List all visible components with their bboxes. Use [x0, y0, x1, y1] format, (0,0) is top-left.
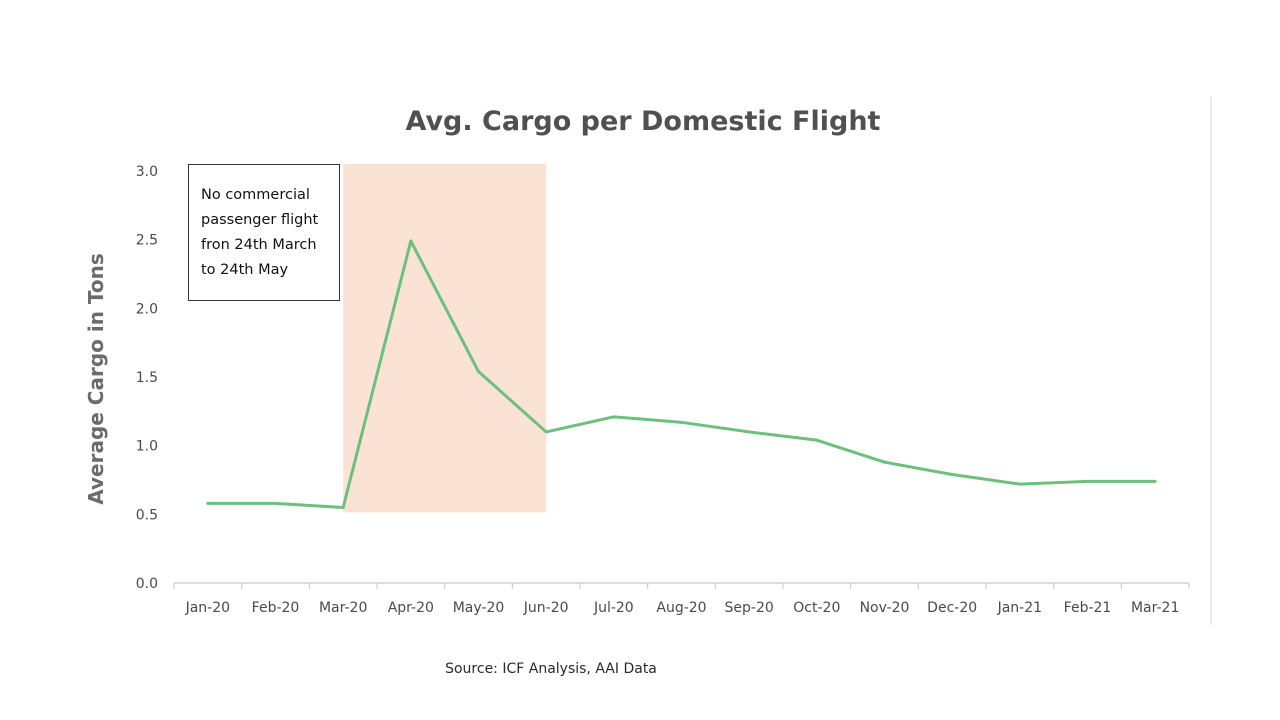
chart-title: Avg. Cargo per Domestic Flight — [406, 106, 881, 137]
data-point — [815, 438, 819, 442]
data-point — [883, 460, 886, 464]
data-point — [747, 430, 751, 434]
x-tick-label: Aug-20 — [656, 600, 706, 616]
y-axis-label: Average Cargo in Tons — [84, 253, 108, 505]
x-tick-label: Mar-20 — [319, 600, 367, 616]
data-point — [680, 420, 683, 424]
x-tick-label: Apr-20 — [388, 600, 434, 616]
y-tick-label: 3.0 — [136, 164, 158, 180]
data-point — [1018, 482, 1022, 486]
data-point — [409, 239, 413, 243]
data-point — [274, 501, 277, 505]
data-point — [1086, 479, 1089, 483]
y-tick-label: 2.0 — [136, 301, 158, 317]
data-point — [544, 430, 548, 434]
data-point — [477, 370, 480, 374]
x-tick-label: Sep-20 — [725, 600, 774, 616]
y-tick-label: 0.5 — [136, 507, 158, 523]
x-tick-label: Feb-21 — [1064, 600, 1112, 616]
lockdown-highlight-region — [343, 164, 547, 513]
x-tick-label: Jan-20 — [185, 600, 230, 616]
annotation-line: to 24th May — [201, 262, 289, 278]
y-tick-label: 0.0 — [136, 576, 158, 592]
data-point — [206, 501, 210, 505]
annotation-line: No commercial — [201, 187, 310, 203]
x-tick-label: Jun-20 — [523, 600, 569, 616]
x-tick-label: May-20 — [453, 600, 505, 616]
x-tick-label: Oct-20 — [793, 600, 840, 616]
data-point — [612, 415, 616, 419]
x-tick-label: Mar-21 — [1131, 600, 1179, 616]
x-tick-label: Nov-20 — [860, 600, 910, 616]
annotation-line: fron 24th March — [201, 237, 317, 253]
x-tick-label: Dec-20 — [927, 600, 977, 616]
x-tick-label: Feb-20 — [252, 600, 300, 616]
data-point — [950, 473, 954, 477]
data-point — [1153, 479, 1157, 483]
y-tick-label: 1.0 — [136, 439, 158, 455]
source-note: Source: ICF Analysis, AAI Data — [445, 661, 657, 677]
data-point — [341, 505, 345, 509]
annotation-box: No commercial passenger flight fron 24th… — [188, 164, 340, 301]
y-tick-label: 1.5 — [136, 370, 158, 386]
annotation-line: passenger flight — [201, 212, 319, 228]
y-tick-label: 2.5 — [136, 233, 158, 249]
x-tick-label: Jan-21 — [997, 600, 1042, 616]
x-tick-label: Jul-20 — [593, 600, 634, 616]
